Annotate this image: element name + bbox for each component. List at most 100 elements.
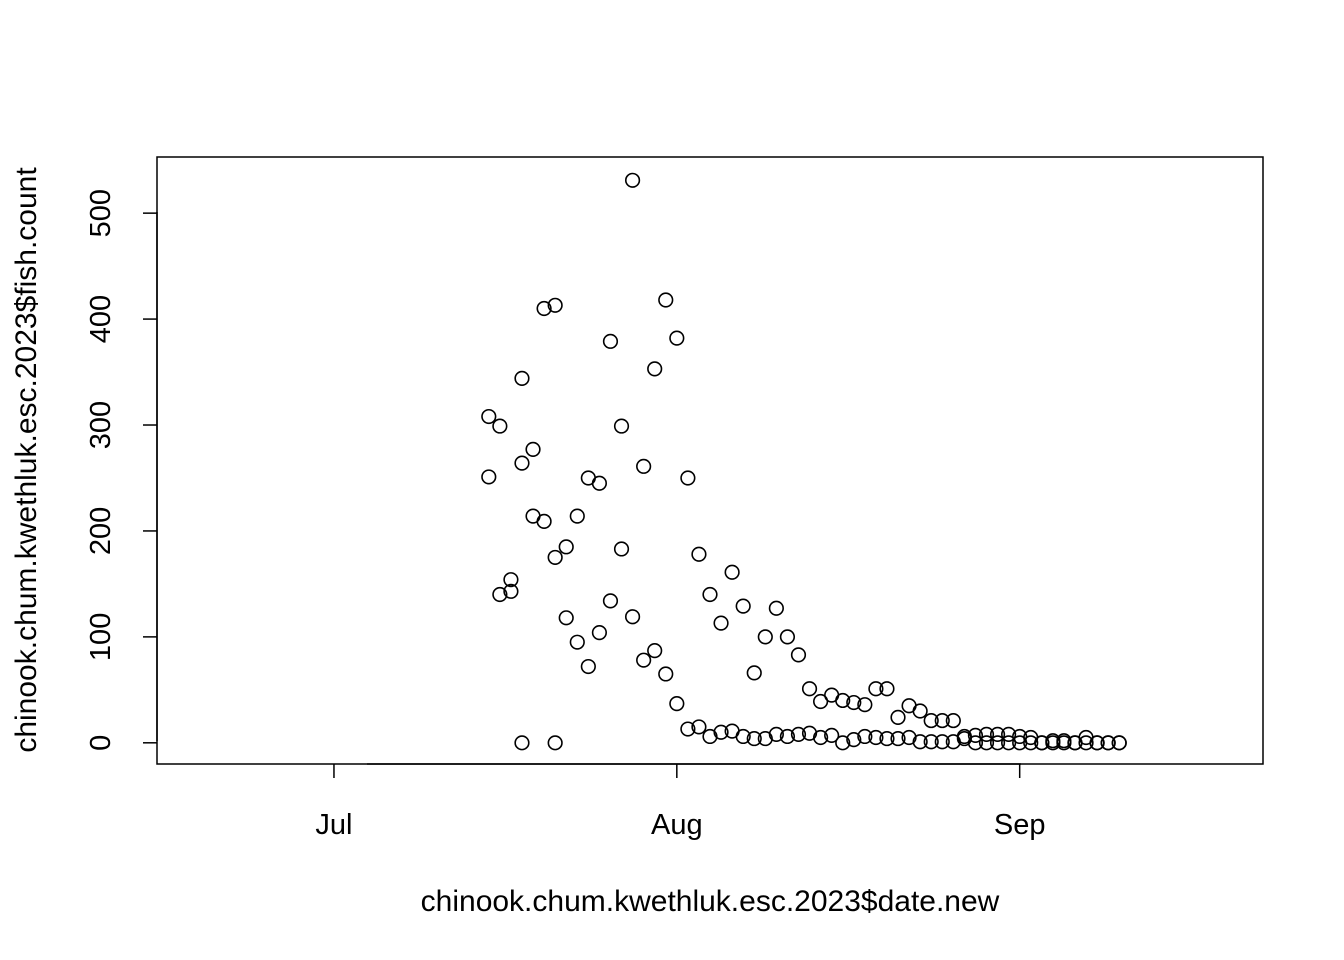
data-point	[1078, 735, 1094, 751]
y-tick-label: 500	[85, 189, 117, 237]
x-tick-label: Sep	[994, 809, 1046, 841]
data-point	[978, 735, 995, 751]
data-point	[658, 666, 674, 682]
data-point	[835, 692, 851, 709]
data-point	[647, 361, 663, 377]
data-point	[790, 647, 807, 663]
data-point	[580, 658, 596, 675]
data-point	[978, 726, 995, 742]
data-point	[669, 696, 685, 712]
data-point	[591, 625, 608, 641]
data-point	[636, 458, 652, 474]
data-point	[1001, 735, 1017, 751]
data-point	[492, 586, 508, 603]
data-point	[735, 598, 751, 614]
data-point	[879, 681, 895, 697]
data-point	[514, 455, 530, 471]
data-point	[1045, 733, 1061, 749]
data-point	[945, 712, 961, 729]
data-point	[525, 441, 541, 457]
data-point	[481, 408, 497, 425]
data-point	[923, 712, 939, 729]
y-axis: 0 100 200 300 400 500	[85, 189, 158, 751]
data-point	[801, 681, 818, 697]
data-point	[636, 652, 652, 668]
data-point	[713, 724, 729, 740]
data-point	[923, 734, 939, 750]
data-point	[868, 681, 884, 697]
data-point	[503, 583, 519, 599]
data-point	[912, 703, 928, 719]
data-point	[724, 564, 740, 580]
data-point	[890, 709, 906, 725]
data-point	[1089, 735, 1105, 751]
data-point	[879, 730, 895, 747]
data-point	[624, 172, 641, 188]
data-point	[746, 665, 762, 681]
y-axis-label: chinook.chum.kwethluk.esc.2023$fish.coun…	[10, 167, 43, 753]
y-tick-label: 0	[85, 735, 117, 751]
data-point	[757, 629, 773, 645]
data-point	[1056, 733, 1072, 749]
data-point	[912, 734, 928, 750]
data-point	[779, 629, 796, 645]
data-point	[846, 732, 862, 748]
y-tick-label: 200	[85, 507, 117, 555]
data-point	[1012, 728, 1028, 745]
data-point	[890, 730, 906, 747]
data-point	[934, 712, 950, 729]
data-point	[967, 727, 984, 743]
data-point	[967, 735, 984, 751]
data-point	[613, 418, 630, 434]
data-point	[536, 300, 552, 317]
data-point	[1111, 735, 1127, 751]
data-point	[779, 728, 796, 745]
data-point	[812, 693, 829, 710]
data-point	[1001, 726, 1017, 742]
data-point	[735, 728, 751, 745]
x-tick-label: Aug	[651, 809, 703, 841]
y-tick-label: 400	[85, 295, 117, 343]
data-point	[680, 470, 696, 486]
data-point	[768, 600, 784, 616]
data-point	[989, 735, 1006, 751]
data-points	[481, 172, 1127, 751]
data-point	[691, 719, 707, 735]
data-point	[857, 697, 873, 713]
x-axis-label: chinook.chum.kwethluk.esc.2023$date.new	[421, 885, 1000, 918]
data-point	[1023, 735, 1039, 751]
data-point	[956, 728, 972, 745]
x-axis: Jul Aug Sep	[315, 763, 1046, 841]
data-point	[658, 292, 674, 308]
data-point	[812, 729, 829, 746]
data-point	[934, 734, 950, 750]
x-tick-label: Jul	[315, 809, 352, 841]
data-point	[1034, 735, 1050, 751]
y-tick-label: 100	[85, 613, 117, 661]
data-point	[547, 297, 563, 313]
data-point	[768, 726, 784, 742]
data-point	[492, 418, 508, 434]
data-point	[558, 610, 574, 626]
data-point	[824, 727, 840, 743]
data-point	[835, 735, 851, 751]
data-point	[857, 728, 873, 745]
data-point	[702, 586, 718, 603]
data-point	[613, 541, 630, 557]
y-tick-label: 300	[85, 401, 117, 449]
data-point	[790, 726, 807, 742]
data-point	[846, 694, 862, 711]
data-point	[602, 593, 619, 609]
data-point	[746, 730, 762, 747]
data-point	[569, 634, 585, 650]
data-point	[547, 549, 563, 566]
data-point	[503, 572, 519, 588]
data-point	[558, 539, 574, 555]
data-point	[989, 726, 1006, 742]
data-point	[1100, 735, 1116, 751]
plot-frame	[156, 156, 1264, 765]
data-point	[514, 735, 530, 751]
data-point	[647, 643, 663, 659]
data-point	[624, 609, 641, 625]
